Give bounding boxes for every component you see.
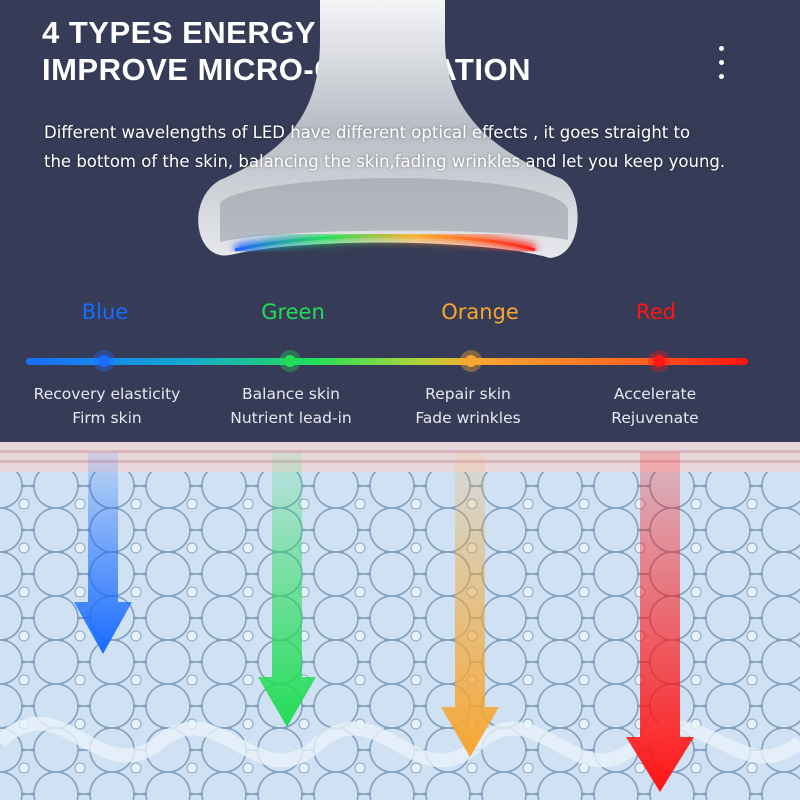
- led-label-green: Green: [261, 300, 325, 324]
- green-light-arrow: [258, 452, 316, 727]
- wavelength-spectrum-bar: [26, 358, 748, 365]
- blue-light-arrow: [74, 452, 132, 654]
- vertical-ellipsis-icon[interactable]: [714, 46, 728, 90]
- benefit-text: Repair skin: [425, 385, 511, 403]
- red-light-arrow: [626, 452, 694, 792]
- benefit-orange: Repair skin Fade wrinkles: [378, 382, 558, 430]
- neck-device-image: [198, 0, 578, 258]
- benefit-text: Recovery elasticity: [33, 385, 181, 403]
- benefit-text: Firm skin: [72, 409, 142, 427]
- benefit-text: Rejuvenate: [611, 409, 699, 427]
- benefit-text: Balance skin: [242, 385, 340, 403]
- led-dot-green[interactable]: [279, 350, 301, 372]
- led-dot-red[interactable]: [648, 350, 670, 372]
- benefit-text: Nutrient lead-in: [230, 409, 352, 427]
- description-line-2: the bottom of the skin, balancing the sk…: [44, 152, 726, 171]
- benefit-text: Accelerate: [613, 385, 697, 403]
- led-dot-blue[interactable]: [93, 350, 115, 372]
- benefit-red: Accelerate Rejuvenate: [565, 382, 745, 430]
- description: Different wavelengths of LED have differ…: [44, 118, 784, 176]
- led-label-orange: Orange: [441, 300, 519, 324]
- skin-layer-illustration: [0, 442, 800, 800]
- description-line-1: Different wavelengths of LED have differ…: [44, 123, 691, 142]
- orange-light-arrow: [441, 452, 499, 757]
- led-label-blue: Blue: [81, 300, 129, 324]
- led-dot-orange[interactable]: [460, 350, 482, 372]
- benefit-text: Fade wrinkles: [415, 409, 521, 427]
- benefit-green: Balance skin Nutrient lead-in: [201, 382, 381, 430]
- benefit-blue: Recovery elasticity Firm skin: [17, 382, 197, 430]
- led-label-red: Red: [636, 300, 676, 324]
